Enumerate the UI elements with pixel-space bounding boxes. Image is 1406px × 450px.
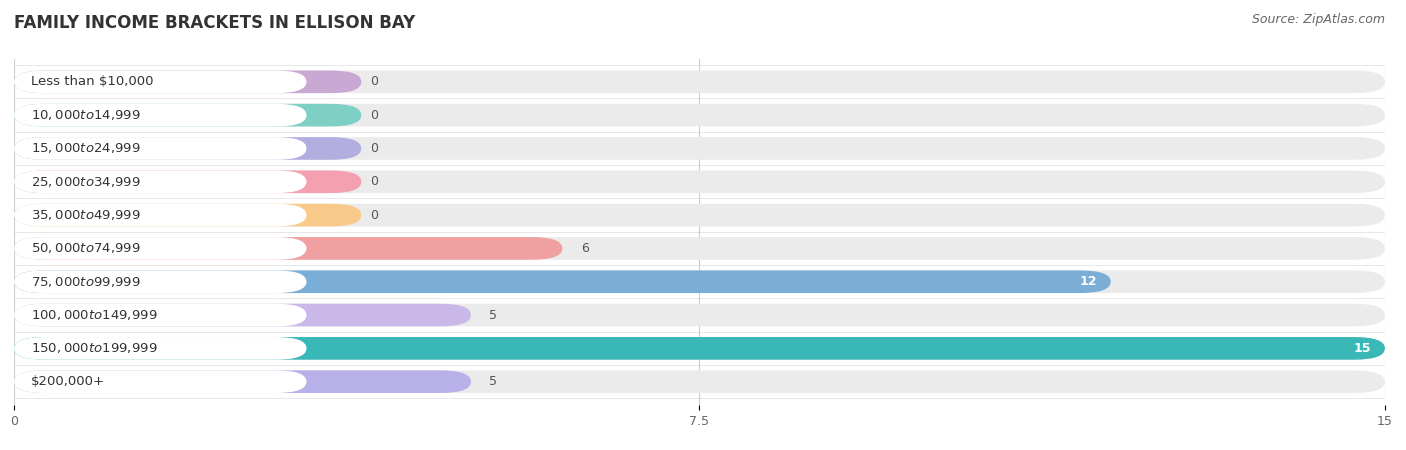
FancyBboxPatch shape <box>14 171 307 193</box>
FancyBboxPatch shape <box>14 304 1385 326</box>
FancyBboxPatch shape <box>14 104 307 126</box>
Text: 12: 12 <box>1080 275 1097 288</box>
FancyBboxPatch shape <box>14 304 471 326</box>
FancyBboxPatch shape <box>14 137 1385 160</box>
FancyBboxPatch shape <box>14 270 1111 293</box>
Text: 0: 0 <box>371 75 378 88</box>
FancyBboxPatch shape <box>14 171 1385 193</box>
FancyBboxPatch shape <box>14 171 361 193</box>
Text: Source: ZipAtlas.com: Source: ZipAtlas.com <box>1251 14 1385 27</box>
FancyBboxPatch shape <box>14 237 1385 260</box>
FancyBboxPatch shape <box>14 204 307 226</box>
Text: 15: 15 <box>1354 342 1371 355</box>
FancyBboxPatch shape <box>14 237 307 260</box>
FancyBboxPatch shape <box>14 204 1385 226</box>
Text: 5: 5 <box>489 375 498 388</box>
Text: $200,000+: $200,000+ <box>31 375 104 388</box>
FancyBboxPatch shape <box>14 337 1385 360</box>
FancyBboxPatch shape <box>14 71 1385 93</box>
FancyBboxPatch shape <box>14 270 307 293</box>
FancyBboxPatch shape <box>14 71 307 93</box>
Text: $15,000 to $24,999: $15,000 to $24,999 <box>31 141 141 155</box>
Text: $35,000 to $49,999: $35,000 to $49,999 <box>31 208 141 222</box>
Text: $50,000 to $74,999: $50,000 to $74,999 <box>31 241 141 256</box>
FancyBboxPatch shape <box>14 104 1385 126</box>
Text: 0: 0 <box>371 142 378 155</box>
Text: $25,000 to $34,999: $25,000 to $34,999 <box>31 175 141 189</box>
FancyBboxPatch shape <box>14 204 361 226</box>
FancyBboxPatch shape <box>14 304 307 326</box>
Text: 0: 0 <box>371 175 378 188</box>
FancyBboxPatch shape <box>14 337 1385 360</box>
FancyBboxPatch shape <box>14 370 1385 393</box>
Text: $100,000 to $149,999: $100,000 to $149,999 <box>31 308 157 322</box>
FancyBboxPatch shape <box>14 71 361 93</box>
FancyBboxPatch shape <box>14 137 361 160</box>
Text: 5: 5 <box>489 309 498 322</box>
Text: 6: 6 <box>581 242 589 255</box>
FancyBboxPatch shape <box>14 137 307 160</box>
FancyBboxPatch shape <box>14 370 471 393</box>
FancyBboxPatch shape <box>14 370 307 393</box>
Text: $75,000 to $99,999: $75,000 to $99,999 <box>31 275 141 289</box>
FancyBboxPatch shape <box>14 237 562 260</box>
Text: 0: 0 <box>371 209 378 221</box>
Text: $10,000 to $14,999: $10,000 to $14,999 <box>31 108 141 122</box>
FancyBboxPatch shape <box>14 337 307 360</box>
FancyBboxPatch shape <box>14 270 1385 293</box>
Text: FAMILY INCOME BRACKETS IN ELLISON BAY: FAMILY INCOME BRACKETS IN ELLISON BAY <box>14 14 415 32</box>
Text: $150,000 to $199,999: $150,000 to $199,999 <box>31 342 157 356</box>
Text: 0: 0 <box>371 108 378 122</box>
Text: Less than $10,000: Less than $10,000 <box>31 75 153 88</box>
FancyBboxPatch shape <box>14 104 361 126</box>
